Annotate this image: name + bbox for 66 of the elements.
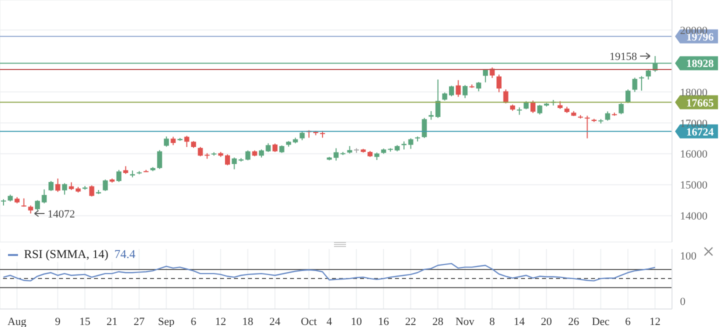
ref-line-label: 17665 [686, 97, 714, 110]
category-label: 26 [568, 316, 580, 327]
candlestick [157, 150, 162, 170]
legend-label: RSI (SMMA, 14) [24, 247, 108, 262]
category-label: 15 [79, 316, 90, 327]
candlestick [89, 184, 94, 198]
candlestick [48, 180, 54, 192]
category-label: 24 [269, 316, 280, 327]
candlestick [476, 82, 482, 92]
category-label: 6 [190, 316, 196, 327]
y-tick-label: 100 [680, 250, 697, 263]
annotation: 14072 [48, 208, 76, 220]
category-label: 27 [134, 316, 145, 327]
candlestick [225, 154, 230, 166]
y-tick-label: 0 [680, 296, 686, 308]
category-label: 22 [405, 316, 416, 327]
category-label: 20 [540, 316, 552, 327]
category-label: 12 [650, 316, 661, 327]
category-label: 6 [625, 316, 631, 327]
category-label: 12 [215, 316, 226, 327]
candlestick [456, 80, 461, 98]
candlestick [646, 68, 651, 80]
candlestick [164, 136, 169, 148]
category-label: 9 [54, 316, 60, 327]
category-label: Dec [592, 316, 610, 327]
category-label: 14 [514, 316, 525, 327]
ref-line-label: 18928 [686, 58, 714, 70]
candlestick [496, 74, 502, 93]
candlestick [62, 182, 68, 196]
candlestick [245, 150, 250, 161]
category-label: 18 [242, 316, 254, 327]
category-label: Aug [7, 316, 26, 327]
category-label: 4 [326, 316, 332, 327]
category-label: 10 [350, 316, 362, 327]
candlestick [435, 79, 440, 118]
category-label: 16 [378, 316, 390, 327]
category-label: Nov [455, 316, 474, 327]
candlestick [503, 88, 508, 104]
candlestick [625, 88, 630, 104]
category-label: Sep [158, 316, 175, 327]
ref-line-label: 16724 [686, 126, 714, 138]
candlestick [102, 178, 108, 192]
candlestick [422, 117, 427, 139]
y-tick-label: 16000 [680, 148, 708, 161]
y-tick-label: 15000 [680, 180, 708, 192]
candlestick [605, 110, 610, 122]
annotation: 74.4 [114, 247, 136, 262]
candlestick [537, 104, 542, 115]
category-label: 21 [106, 316, 118, 327]
candlestick [462, 84, 468, 99]
candlestick [482, 68, 488, 83]
category-label: Oct [300, 316, 317, 327]
candlestick [618, 102, 624, 115]
candlestick [116, 169, 122, 182]
y-tick-label: 14000 [680, 210, 708, 223]
annotation: 19158 [610, 51, 638, 64]
line-series [2, 262, 656, 282]
category-label: 28 [432, 316, 444, 327]
candlestick [408, 138, 414, 150]
candlestick [55, 178, 60, 192]
candlestick [639, 76, 644, 92]
candlestick [584, 115, 590, 139]
candlestick [184, 135, 190, 148]
candlestick [632, 77, 638, 92]
category-label: 8 [489, 316, 495, 327]
candlestick [449, 85, 454, 97]
